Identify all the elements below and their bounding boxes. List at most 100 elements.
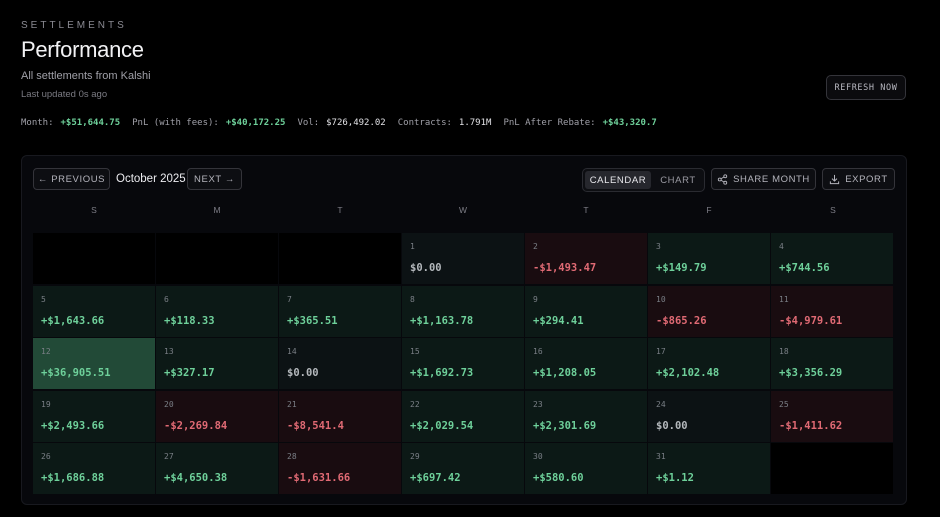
day-pnl-value: +$118.33 xyxy=(164,314,215,327)
day-pnl-value: -$4,979.61 xyxy=(779,314,843,327)
day-cell[interactable]: 9 +$294.41 xyxy=(525,285,647,337)
day-number: 28 xyxy=(287,452,297,461)
day-number: 23 xyxy=(533,399,543,409)
day-cell[interactable]: 5 +$1,643.66 xyxy=(33,285,155,337)
day-number: 18 xyxy=(779,347,789,356)
day-number: 19 xyxy=(41,399,51,409)
share-month-label: SHARE MONTH xyxy=(733,173,810,185)
view-toggle: CALENDAR CHART xyxy=(582,168,705,192)
day-pnl-value: $0.00 xyxy=(656,419,688,432)
day-number: 29 xyxy=(410,452,420,461)
month-value: +$51,644.75 xyxy=(60,118,121,128)
day-cell[interactable]: 24 $0.00 xyxy=(648,390,770,442)
day-cell[interactable]: 10 -$865.26 xyxy=(648,285,770,337)
day-cell[interactable]: 14 $0.00 xyxy=(279,338,401,389)
empty-day-cell xyxy=(771,443,893,494)
day-pnl-value: +$2,102.48 xyxy=(656,367,720,379)
day-cell[interactable]: 11 -$4,979.61 xyxy=(771,285,893,337)
day-pnl-value: -$865.26 xyxy=(656,314,707,327)
day-pnl-value: -$1,411.62 xyxy=(779,419,843,432)
day-pnl-value: $0.00 xyxy=(287,367,319,379)
day-pnl-value: -$1,631.66 xyxy=(287,472,351,484)
day-cell[interactable]: 17 +$2,102.48 xyxy=(648,338,770,389)
day-number: 27 xyxy=(164,452,174,461)
day-pnl-value: -$1,493.47 xyxy=(533,262,597,274)
last-updated-text: Last updated 0s ago xyxy=(21,89,108,100)
day-pnl-value: +$2,493.66 xyxy=(41,419,105,432)
day-cell[interactable]: 2 -$1,493.47 xyxy=(525,233,647,284)
day-cell[interactable]: 3 +$149.79 xyxy=(648,233,770,284)
next-month-button[interactable]: NEXT → xyxy=(187,168,242,190)
day-number: 13 xyxy=(164,347,174,356)
volume-label: Vol: xyxy=(297,118,320,128)
contracts-label: Contracts: xyxy=(397,118,452,128)
day-pnl-value: +$2,029.54 xyxy=(410,419,474,432)
day-cell[interactable]: 16 +$1,208.05 xyxy=(525,338,647,389)
empty-day-cell xyxy=(156,233,278,284)
day-cell[interactable]: 12 +$36,905.51 xyxy=(33,338,155,389)
day-pnl-value: +$697.42 xyxy=(410,472,461,484)
day-pnl-value: +$4,650.38 xyxy=(164,472,228,484)
pnl-fees-label: PnL (with fees): xyxy=(132,118,219,128)
day-number: 21 xyxy=(287,399,297,409)
weekday-mon: M xyxy=(213,205,222,215)
weekday-wed: W xyxy=(458,205,469,215)
day-number: 11 xyxy=(779,294,789,304)
day-pnl-value: +$1,643.66 xyxy=(41,314,105,327)
day-cell[interactable]: 23 +$2,301.69 xyxy=(525,390,647,442)
export-button[interactable]: EXPORT xyxy=(822,168,895,190)
day-pnl-value: +$3,356.29 xyxy=(779,367,843,379)
section-eyebrow: SETTLEMENTS xyxy=(21,20,127,31)
export-label: EXPORT xyxy=(845,173,888,185)
day-number: 17 xyxy=(656,347,666,356)
day-number: 9 xyxy=(533,294,538,304)
day-pnl-value: +$744.56 xyxy=(779,262,830,274)
day-cell[interactable]: 29 +$697.42 xyxy=(402,443,524,494)
day-pnl-value: +$1,692.73 xyxy=(410,367,474,379)
day-cell[interactable]: 6 +$118.33 xyxy=(156,285,278,337)
tab-calendar[interactable]: CALENDAR xyxy=(585,171,651,189)
contracts-value: 1.791M xyxy=(458,118,492,128)
day-cell[interactable]: 25 -$1,411.62 xyxy=(771,390,893,442)
rebate-value: +$43,320.7 xyxy=(602,118,657,128)
day-number: 2 xyxy=(533,242,538,251)
day-cell[interactable]: 1 $0.00 xyxy=(402,233,524,284)
day-cell[interactable]: 18 +$3,356.29 xyxy=(771,338,893,389)
day-cell[interactable]: 21 -$8,541.4 xyxy=(279,390,401,442)
previous-month-button[interactable]: ← PREVIOUS xyxy=(33,168,110,190)
share-month-button[interactable]: SHARE MONTH xyxy=(711,168,816,190)
day-number: 12 xyxy=(41,347,51,356)
day-cell[interactable]: 31 +$1.12 xyxy=(648,443,770,494)
day-pnl-value: +$149.79 xyxy=(656,262,707,274)
day-cell[interactable]: 19 +$2,493.66 xyxy=(33,390,155,442)
month-label: Month: xyxy=(21,118,54,128)
day-number: 10 xyxy=(656,294,666,304)
refresh-now-button[interactable]: REFRESH NOW xyxy=(826,75,906,100)
tab-chart[interactable]: CHART xyxy=(660,174,696,186)
day-pnl-value: +$1,163.78 xyxy=(410,314,474,327)
weekday-thu: T xyxy=(583,205,590,215)
day-cell[interactable]: 22 +$2,029.54 xyxy=(402,390,524,442)
day-cell[interactable]: 30 +$580.60 xyxy=(525,443,647,494)
day-cell[interactable]: 26 +$1,686.88 xyxy=(33,443,155,494)
day-pnl-value: +$327.17 xyxy=(164,367,215,379)
month-stats-bar: Month: +$51,644.75 PnL (with fees): +$40… xyxy=(21,118,669,128)
day-cell[interactable]: 28 -$1,631.66 xyxy=(279,443,401,494)
day-number: 3 xyxy=(656,242,661,251)
page-subtitle: All settlements from Kalshi xyxy=(21,70,151,82)
weekday-fri: F xyxy=(706,205,713,215)
day-cell[interactable]: 4 +$744.56 xyxy=(771,233,893,284)
day-cell[interactable]: 13 +$327.17 xyxy=(156,338,278,389)
day-cell[interactable]: 20 -$2,269.84 xyxy=(156,390,278,442)
day-cell[interactable]: 8 +$1,163.78 xyxy=(402,285,524,337)
day-number: 7 xyxy=(287,294,292,304)
day-number: 24 xyxy=(656,399,666,409)
day-number: 8 xyxy=(410,294,415,304)
empty-day-cell xyxy=(33,233,155,284)
day-cell[interactable]: 15 +$1,692.73 xyxy=(402,338,524,389)
day-cell[interactable]: 7 +$365.51 xyxy=(279,285,401,337)
day-pnl-value: +$1.12 xyxy=(656,472,694,484)
day-number: 22 xyxy=(410,399,420,409)
day-number: 4 xyxy=(779,242,784,251)
day-cell[interactable]: 27 +$4,650.38 xyxy=(156,443,278,494)
